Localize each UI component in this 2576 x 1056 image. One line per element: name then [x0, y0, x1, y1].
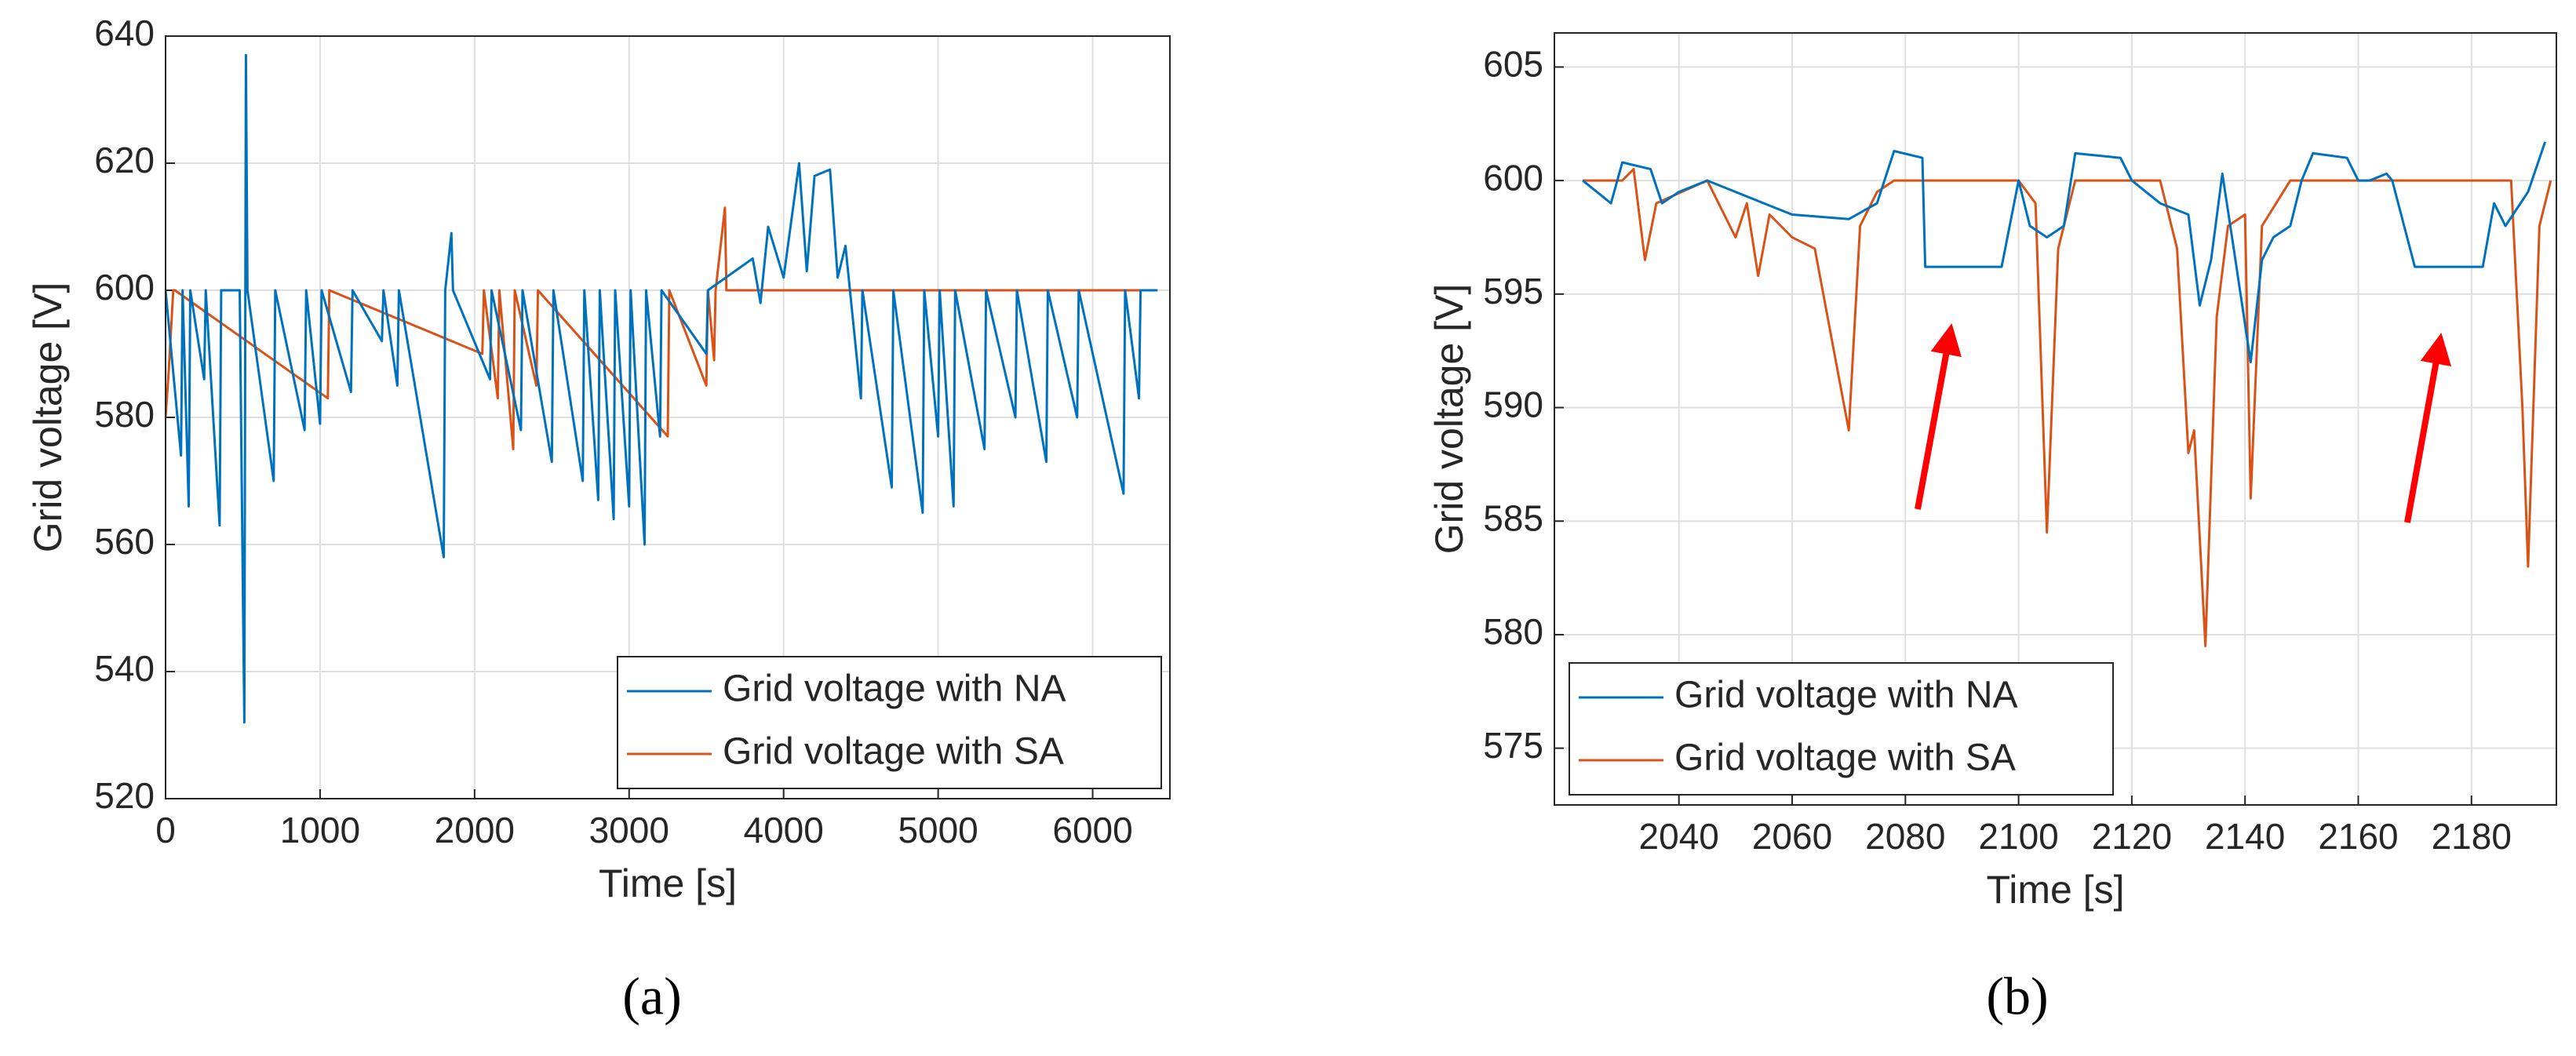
y-tick-label: 585: [1483, 497, 1543, 538]
y-tick-label: 575: [1483, 725, 1543, 766]
x-axis-label: Time [s]: [1987, 868, 2125, 912]
y-axis-label: Grid voltage [V]: [26, 282, 70, 553]
panel-caption: (a): [622, 967, 681, 1026]
y-tick-label: 590: [1483, 384, 1543, 425]
x-tick-label: 2000: [435, 810, 515, 850]
x-tick-label: 2180: [2432, 816, 2512, 857]
series-line: [166, 53, 1158, 724]
y-tick-label: 540: [94, 648, 155, 689]
annotation-arrow: [1915, 323, 1962, 510]
axes-box: [165, 35, 1171, 799]
legend-box: [1569, 662, 2114, 796]
y-tick-label: 560: [94, 521, 155, 562]
x-tick-label: 4000: [744, 810, 824, 850]
x-tick-label: 3000: [589, 810, 669, 850]
annotation-arrow: [2404, 333, 2452, 523]
x-tick-label: 2120: [2092, 816, 2172, 857]
x-tick-label: 2140: [2205, 816, 2285, 857]
x-tick-label: 2040: [1639, 816, 1719, 857]
series-line: [1582, 141, 2547, 364]
axes-box: [1554, 32, 2557, 806]
x-tick-label: 2100: [1978, 816, 2058, 857]
y-tick-label: 580: [1483, 611, 1543, 652]
series-group: [166, 53, 1158, 724]
legend-label: Grid voltage with NA: [723, 668, 1066, 710]
series-line: [166, 206, 1158, 450]
y-tick-label: 595: [1483, 271, 1543, 311]
legend-label: Grid voltage with SA: [1674, 737, 2016, 779]
x-tick-label: 0: [155, 810, 176, 850]
y-tick-label: 640: [94, 13, 155, 53]
y-tick-label: 580: [94, 394, 155, 435]
y-axis-label: Grid voltage [V]: [1427, 284, 1471, 555]
x-axis-label: Time [s]: [599, 861, 737, 905]
legend-box: [617, 656, 1162, 789]
series-group: [1582, 141, 2552, 647]
x-tick-label: 5000: [898, 810, 978, 850]
x-tick-label: 2080: [1865, 816, 1945, 857]
y-tick-label: 620: [94, 140, 155, 180]
panel-caption: (b): [1986, 967, 2048, 1026]
y-tick-label: 605: [1483, 44, 1543, 85]
x-tick-label: 6000: [1052, 810, 1132, 850]
x-tick-label: 2060: [1752, 816, 1832, 857]
x-tick-label: 1000: [280, 810, 360, 850]
y-tick-label: 600: [1483, 157, 1543, 198]
y-tick-label: 600: [94, 267, 155, 308]
legend-label: Grid voltage with SA: [723, 731, 1064, 773]
legend-label: Grid voltage with NA: [1674, 675, 2018, 716]
x-tick-label: 2160: [2318, 816, 2398, 857]
y-tick-label: 520: [94, 775, 155, 816]
